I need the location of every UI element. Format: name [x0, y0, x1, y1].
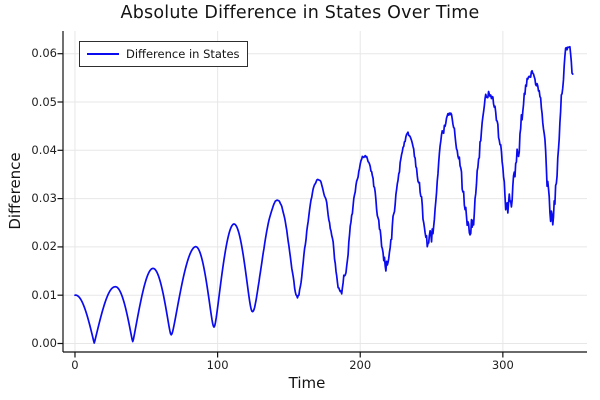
y-tick-label: 0.04: [31, 142, 57, 157]
legend-line-sample: [87, 53, 119, 55]
y-tick-label: 0.05: [31, 94, 57, 109]
x-axis-label: Time: [288, 374, 326, 392]
y-tick-label: 0.01: [31, 287, 57, 302]
legend-label: Difference in States: [126, 47, 240, 61]
x-tick-label: 100: [206, 358, 229, 372]
chart-title: Absolute Difference in States Over Time: [120, 3, 480, 23]
series-line-difference-in-states: [74, 45, 574, 344]
y-tick-label: 0.06: [31, 46, 57, 61]
x-tick-label: 0: [71, 358, 79, 372]
legend: Difference in States: [79, 41, 248, 67]
y-tick-label: 0.00: [31, 335, 57, 350]
x-tick-label: 200: [349, 358, 372, 372]
x-tick-label: 300: [491, 358, 514, 372]
y-tick-label: 0.02: [31, 239, 57, 254]
y-tick-label: 0.03: [31, 191, 57, 206]
